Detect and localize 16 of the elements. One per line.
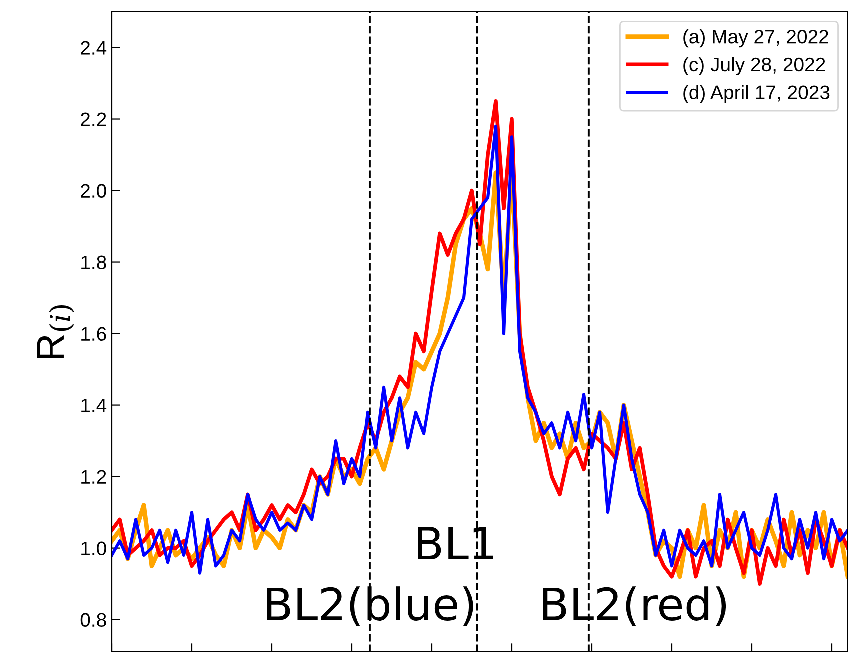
y-axis-title: R$_{(i)}$ [37, 306, 74, 359]
y-tick-label: 0.8 [80, 613, 106, 628]
y-tick-label: 1.2 [82, 470, 106, 484]
legend-label: (c) July 28, 2022 [684, 57, 826, 76]
annotation: BL2(blue) [267, 586, 474, 626]
annotation: BL1 [418, 527, 494, 560]
y-tick-label: 1.6 [82, 327, 106, 342]
y-tick-label: 1.8 [82, 256, 106, 270]
y-tick-label: 1.4 [82, 398, 107, 412]
legend-label: (a) May 27, 2022 [684, 30, 828, 48]
y-tick-label: 2.2 [81, 112, 106, 126]
y-tick-label: 1.0 [82, 542, 106, 556]
y-tick-label: 2.4 [81, 41, 107, 55]
y-tick-label: 2.0 [81, 184, 106, 198]
annotation: BL2(red) [543, 586, 726, 626]
legend-label: (d) April 17, 2023 [684, 85, 830, 104]
